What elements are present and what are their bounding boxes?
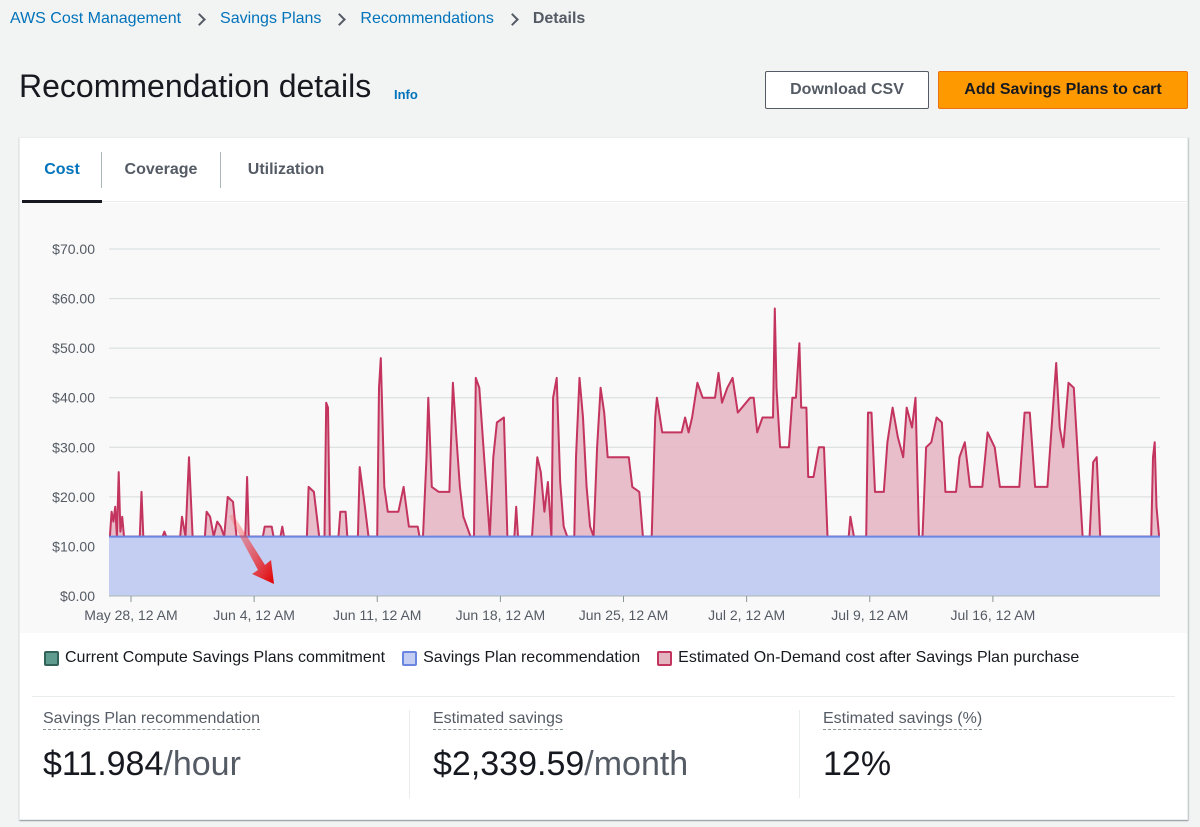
legend-swatch-commitment <box>44 650 59 666</box>
breadcrumb-recommendations[interactable]: Recommendations <box>360 10 494 27</box>
x-tick-label: May 28, 12 AM <box>84 607 177 623</box>
legend-swatch-recommendation <box>402 650 418 666</box>
chevron-right-icon <box>193 12 206 26</box>
summary-recommendation-amount: $11.984 <box>43 745 164 783</box>
legend-item-commitment[interactable]: Current Compute Savings Plans commitment <box>44 649 385 667</box>
red-arrow-icon <box>229 514 274 584</box>
x-tick-label: Jul 2, 12 AM <box>708 607 785 623</box>
tab-divider <box>101 152 102 188</box>
y-tick-label: $40.00 <box>52 390 95 406</box>
legend-label-recommendation: Savings Plan recommendation <box>423 649 641 666</box>
y-tick-label: $70.00 <box>52 241 95 257</box>
x-tick-label: Jul 16, 12 AM <box>950 607 1035 623</box>
y-tick-label: $30.00 <box>52 439 95 455</box>
y-tick-label: $50.00 <box>52 340 95 356</box>
page-title: Recommendation details <box>19 68 372 104</box>
summary-recommendation-unit: /hour <box>163 745 241 783</box>
summary-divider <box>32 696 1175 697</box>
ondemand-line <box>108 307 1161 538</box>
chart-legend: Current Compute Savings Plans commitment… <box>44 649 1096 667</box>
breadcrumb: AWS Cost Management Savings Plans Recomm… <box>10 10 585 28</box>
summary-savings-label[interactable]: Estimated savings <box>433 710 563 730</box>
summary-savings: Estimated savings $2,339.59/month <box>433 710 803 784</box>
chevron-right-icon <box>333 12 347 26</box>
y-tick-label: $0.00 <box>60 588 95 604</box>
tab-divider <box>220 152 221 188</box>
summary-savings-percent: Estimated savings (%) 12% <box>823 710 1193 784</box>
y-tick-label: $60.00 <box>52 291 95 307</box>
x-tick-label: Jun 11, 12 AM <box>333 607 421 623</box>
breadcrumb-savings-plans[interactable]: Savings Plans <box>220 10 322 27</box>
summary-savings-percent-value: 12% <box>823 745 1193 784</box>
chevron-right-icon <box>505 12 519 26</box>
legend-item-ondemand[interactable]: Estimated On-Demand cost after Savings P… <box>657 649 1079 667</box>
x-tick-label: Jun 4, 12 AM <box>213 607 295 623</box>
cost-chart-svg: $0.00 $10.00 $20.00 $30.00 $40.00 $50.00 $60.0… <box>52 241 1161 623</box>
add-to-cart-button[interactable]: Add Savings Plans to cart <box>938 71 1188 109</box>
summary-savings-value: $2,339.59/month <box>433 745 803 784</box>
summary-savings-percent-label[interactable]: Estimated savings (%) <box>823 710 983 730</box>
tab-utilization[interactable]: Utilization <box>247 161 325 178</box>
recommendation-area <box>109 536 1160 596</box>
summary-savings-unit: /month <box>584 745 689 783</box>
info-link[interactable]: Info <box>394 87 418 102</box>
summary-recommendation: Savings Plan recommendation $11.984/hour <box>43 710 413 784</box>
legend-label-ondemand: Estimated On-Demand cost after Savings P… <box>678 649 1080 666</box>
tab-bar: Cost Coverage Utilization <box>20 138 1187 203</box>
y-tick-label: $10.00 <box>52 538 95 554</box>
x-tick-label: Jul 9, 12 AM <box>831 607 908 623</box>
x-tick-label: Jun 25, 12 AM <box>579 607 669 623</box>
ondemand-area <box>109 308 1160 537</box>
summary-column-divider <box>799 710 800 798</box>
recommendation-panel: Cost Coverage Utilization $0.00 $10.00 $20… <box>19 137 1188 820</box>
tab-coverage[interactable]: Coverage <box>124 161 198 178</box>
breadcrumb-current: Details <box>532 10 586 27</box>
summary-recommendation-label[interactable]: Savings Plan recommendation <box>43 710 261 730</box>
legend-item-recommendation[interactable]: Savings Plan recommendation <box>402 649 640 667</box>
cost-chart: $0.00 $10.00 $20.00 $30.00 $40.00 $50.00 $60.0… <box>20 203 1187 633</box>
summary-column-divider <box>409 710 410 798</box>
tab-cost[interactable]: Cost <box>22 138 102 203</box>
summary-savings-amount: $2,339.59 <box>433 745 585 783</box>
x-tick-label: Jun 18, 12 AM <box>456 607 546 623</box>
summary-recommendation-value: $11.984/hour <box>43 745 413 784</box>
y-tick-label: $20.00 <box>52 489 95 505</box>
download-csv-button[interactable]: Download CSV <box>765 71 929 109</box>
breadcrumb-cost-management[interactable]: AWS Cost Management <box>10 10 182 27</box>
legend-label-commitment: Current Compute Savings Plans commitment <box>65 649 386 666</box>
summary-savings-percent-amount: 12% <box>823 745 892 783</box>
legend-swatch-ondemand <box>657 650 673 666</box>
